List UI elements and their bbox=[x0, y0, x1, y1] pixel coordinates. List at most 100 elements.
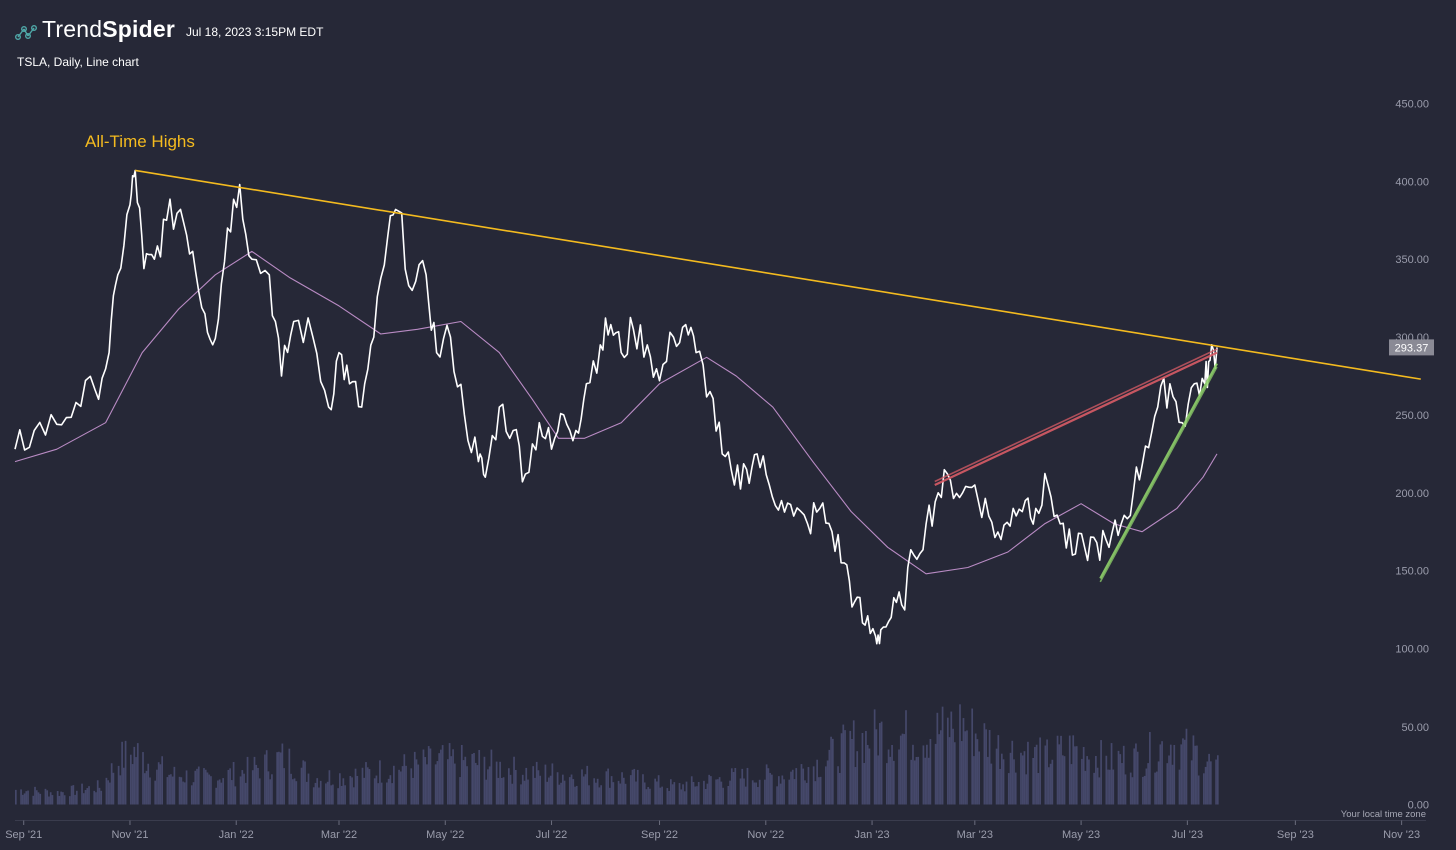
volume-bar bbox=[1014, 772, 1017, 805]
volume-bar bbox=[971, 708, 974, 805]
volume-bar bbox=[777, 776, 780, 805]
volume-bar bbox=[988, 730, 991, 805]
volume-bar bbox=[32, 795, 35, 805]
volume-bar bbox=[534, 777, 536, 805]
volume-bar bbox=[959, 704, 961, 805]
volume-bar bbox=[621, 772, 623, 805]
volume-bar bbox=[1007, 773, 1010, 805]
volume-bar bbox=[854, 767, 857, 805]
volume-bar bbox=[474, 762, 477, 805]
volume-bar bbox=[685, 781, 688, 805]
volume-bar bbox=[398, 769, 400, 805]
volume-bar bbox=[119, 775, 122, 805]
volume-bar bbox=[999, 768, 1001, 805]
volume-bar bbox=[717, 779, 719, 805]
volume-bar bbox=[966, 730, 968, 805]
volume-bar bbox=[978, 751, 981, 805]
volume-bar bbox=[171, 776, 174, 805]
volume-bar bbox=[656, 781, 658, 805]
chart-labels: All-Time Highs bbox=[85, 132, 195, 151]
volume-bar bbox=[342, 778, 345, 805]
volume-bar bbox=[730, 768, 733, 805]
volume-bar bbox=[941, 706, 944, 805]
volume-bar bbox=[304, 761, 306, 805]
volume-bar bbox=[861, 733, 864, 805]
volume-bar bbox=[507, 768, 510, 805]
volume-bar bbox=[196, 768, 198, 805]
volume-bar bbox=[1027, 741, 1029, 805]
x-tick-label: Nov '22 bbox=[747, 829, 784, 841]
volume-bar bbox=[1107, 769, 1109, 805]
volume-bar bbox=[1161, 741, 1163, 805]
volume-bar bbox=[1117, 750, 1120, 805]
volume-bar bbox=[178, 776, 181, 805]
volume-bar bbox=[556, 772, 559, 805]
volume-bar bbox=[109, 782, 111, 805]
volume-bar bbox=[912, 744, 914, 805]
volume-bar bbox=[131, 764, 134, 805]
volume-bar bbox=[389, 775, 392, 805]
volume-bar bbox=[48, 796, 50, 805]
volume-bar bbox=[318, 787, 320, 805]
volume-bar bbox=[485, 779, 488, 805]
volume-tick-label: 0.00 bbox=[1408, 800, 1429, 812]
volume-bar bbox=[495, 761, 498, 805]
volume-bar bbox=[215, 787, 218, 805]
volume-bar bbox=[1098, 777, 1101, 805]
resistance-trendline-parallel bbox=[934, 348, 1218, 483]
volume-bar bbox=[25, 791, 28, 805]
volume-bar bbox=[147, 763, 150, 805]
volume-bar bbox=[610, 776, 613, 805]
volume-bar bbox=[283, 768, 285, 805]
volume-bar bbox=[257, 767, 259, 805]
volume-bar bbox=[879, 723, 881, 805]
volume-bar bbox=[107, 780, 110, 805]
volume-bar bbox=[842, 724, 845, 805]
volume-bar bbox=[375, 775, 378, 805]
volume-bar bbox=[403, 754, 406, 805]
volume-bar bbox=[1183, 739, 1186, 805]
volume-bar bbox=[1135, 743, 1137, 805]
volume-bar bbox=[204, 769, 207, 805]
volume-bar bbox=[265, 750, 268, 805]
volume-bar bbox=[636, 769, 639, 805]
volume-bar bbox=[561, 774, 564, 805]
volume-bar bbox=[987, 756, 989, 805]
volume-bar bbox=[271, 774, 273, 805]
volume-bar bbox=[499, 761, 501, 805]
volume-bar bbox=[314, 782, 317, 805]
volume-bar bbox=[1210, 761, 1212, 805]
volume-bar bbox=[328, 770, 331, 805]
x-tick-label: Nov '23 bbox=[1383, 829, 1420, 841]
volume-bar bbox=[1088, 759, 1090, 805]
volume-bar bbox=[170, 774, 172, 805]
volume-bar bbox=[771, 774, 773, 805]
volume-bar bbox=[1035, 744, 1038, 805]
volume-bar bbox=[718, 777, 721, 805]
volume-bar bbox=[173, 766, 176, 805]
volume-bar bbox=[1190, 760, 1193, 805]
volume-bar bbox=[546, 781, 548, 805]
x-tick-label: Mar '22 bbox=[321, 829, 357, 841]
volume-bar bbox=[208, 774, 211, 805]
volume-bar bbox=[62, 792, 64, 805]
volume-bar bbox=[619, 783, 622, 805]
volume-bar bbox=[72, 785, 75, 805]
volume-bar bbox=[129, 754, 132, 805]
volume-bar bbox=[891, 745, 893, 805]
volume-bar bbox=[779, 783, 782, 805]
volume-bar bbox=[166, 777, 169, 805]
volume-bar bbox=[410, 768, 413, 805]
volume-bar bbox=[123, 767, 125, 805]
volume-bar bbox=[973, 756, 975, 805]
volume-bar bbox=[361, 767, 364, 805]
volume-bar bbox=[399, 771, 402, 805]
volume-bar bbox=[60, 791, 62, 805]
volume-bar bbox=[307, 773, 310, 805]
volume-bar bbox=[758, 779, 761, 805]
x-tick-label: Jul '23 bbox=[1172, 829, 1203, 841]
volume-bar bbox=[255, 764, 258, 805]
volume-bar bbox=[885, 763, 888, 805]
volume-bar bbox=[23, 793, 26, 805]
